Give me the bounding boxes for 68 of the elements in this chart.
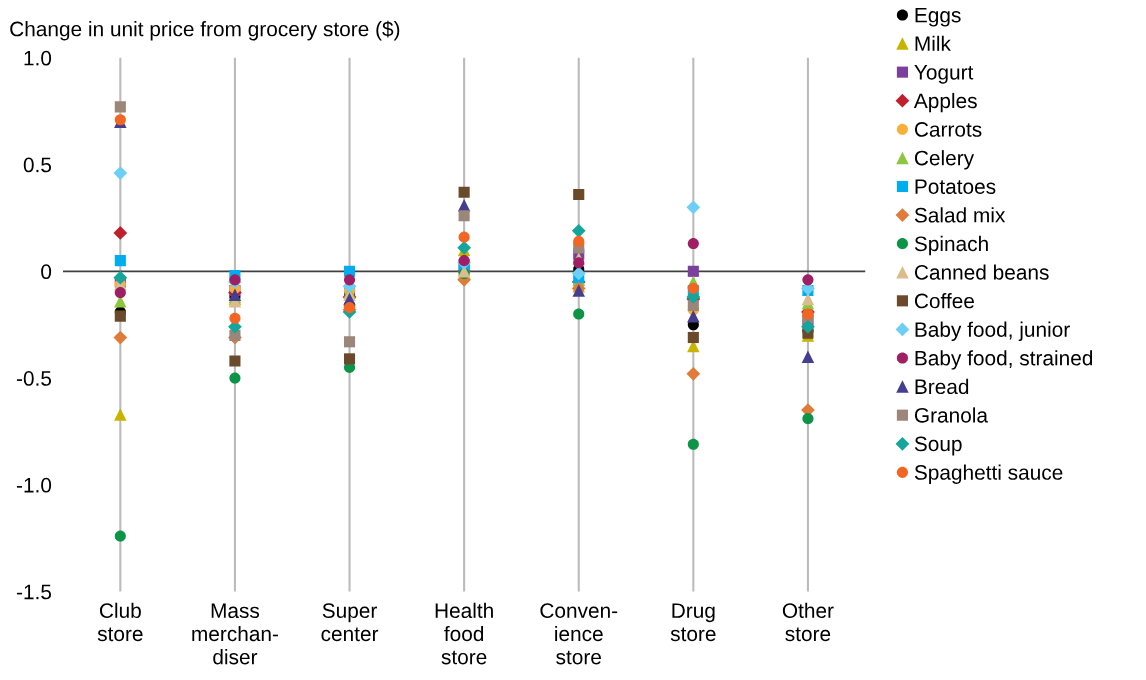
legend-label: Spinach bbox=[914, 235, 988, 256]
legend-label: Soup bbox=[914, 436, 962, 456]
point bbox=[686, 200, 701, 215]
legend-label: Baby food, strained bbox=[915, 350, 1093, 370]
legend-label: Baby food, junior bbox=[915, 321, 1070, 342]
x-tick-label: Health food store bbox=[435, 602, 493, 665]
y-tick-label: -1.5 bbox=[16, 584, 52, 600]
point bbox=[343, 336, 356, 348]
point bbox=[687, 265, 699, 277]
point bbox=[229, 372, 241, 384]
y-tick-label: -0.5 bbox=[16, 371, 52, 386]
legend-label: Canned beans bbox=[914, 264, 1049, 280]
y-tick-label: 0 bbox=[41, 264, 52, 280]
legend-label: Yogurt bbox=[914, 65, 974, 84]
point bbox=[114, 530, 126, 542]
legend-label: Bread bbox=[915, 378, 969, 395]
point bbox=[687, 309, 700, 323]
point bbox=[801, 319, 815, 334]
x-tick-label: Super center bbox=[321, 603, 379, 642]
point bbox=[114, 101, 126, 113]
point bbox=[571, 223, 586, 238]
legend-label: Granola bbox=[914, 407, 988, 423]
point bbox=[687, 331, 699, 344]
point bbox=[114, 408, 127, 421]
point bbox=[802, 274, 814, 286]
point bbox=[229, 355, 241, 367]
legend-label: Milk bbox=[915, 35, 951, 51]
x-tick-label: Conven- ience store bbox=[540, 603, 618, 665]
point bbox=[571, 266, 586, 281]
point bbox=[801, 292, 815, 306]
point bbox=[573, 257, 585, 269]
point bbox=[686, 366, 701, 381]
point bbox=[113, 330, 128, 345]
point bbox=[229, 312, 241, 324]
point bbox=[573, 188, 585, 201]
point bbox=[802, 413, 814, 425]
point bbox=[114, 310, 126, 322]
legend-label: Salad mix bbox=[914, 207, 1006, 223]
x-tick-label: Club store bbox=[97, 602, 143, 642]
point bbox=[114, 287, 126, 299]
legend-label: Coffee bbox=[914, 293, 974, 309]
point bbox=[458, 231, 470, 243]
legend-label: Potatoes bbox=[915, 179, 996, 194]
y-axis-title: Change in unit price from grocery store ($) bbox=[10, 20, 400, 41]
point bbox=[114, 255, 126, 267]
legend-label: Carrots bbox=[914, 122, 982, 137]
point bbox=[343, 274, 356, 286]
point bbox=[113, 226, 128, 240]
point bbox=[573, 235, 585, 247]
x-tick-label: Drug store bbox=[670, 603, 716, 642]
legend-label: Eggs bbox=[915, 7, 961, 27]
legend-label: Apples bbox=[913, 92, 977, 113]
point bbox=[687, 238, 699, 250]
y-tick-label: 0.5 bbox=[23, 157, 52, 173]
x-tick-label: Other store bbox=[782, 602, 834, 642]
point bbox=[113, 166, 128, 180]
legend-label: Spaghetti sauce bbox=[914, 464, 1063, 484]
x-tick-label: Mass merchan- diser bbox=[192, 603, 278, 665]
y-tick-label: -1.0 bbox=[16, 477, 52, 493]
point bbox=[458, 186, 470, 198]
point bbox=[687, 438, 699, 450]
legend-label: Celery bbox=[914, 150, 975, 170]
y-tick-label: 1.0 bbox=[24, 50, 52, 66]
point bbox=[573, 308, 585, 320]
point bbox=[113, 270, 128, 285]
point bbox=[458, 210, 470, 222]
point bbox=[343, 353, 356, 365]
point bbox=[801, 350, 815, 363]
